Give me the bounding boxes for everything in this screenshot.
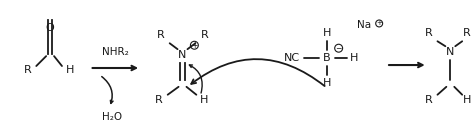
Text: +: + <box>376 20 382 27</box>
Text: B: B <box>323 53 330 63</box>
Text: R: R <box>157 30 165 40</box>
Text: R: R <box>425 95 432 105</box>
Text: H: H <box>322 28 331 38</box>
Text: H₂O: H₂O <box>102 112 122 123</box>
Text: R: R <box>201 30 208 40</box>
Text: H: H <box>66 65 74 75</box>
Text: H: H <box>200 95 209 105</box>
Text: R: R <box>463 28 471 38</box>
Text: O: O <box>46 23 54 33</box>
Text: H: H <box>350 53 359 63</box>
Text: N: N <box>178 50 187 60</box>
Text: NC: NC <box>284 53 300 63</box>
Text: NHR₂: NHR₂ <box>102 47 129 57</box>
Text: R: R <box>425 28 432 38</box>
Text: R: R <box>155 95 163 105</box>
Text: H: H <box>463 95 472 105</box>
Text: H: H <box>322 78 331 88</box>
Text: −: − <box>336 44 342 53</box>
Text: +: + <box>191 41 198 50</box>
Text: Na: Na <box>357 20 371 30</box>
Text: N: N <box>446 47 455 57</box>
Text: R: R <box>24 65 31 75</box>
